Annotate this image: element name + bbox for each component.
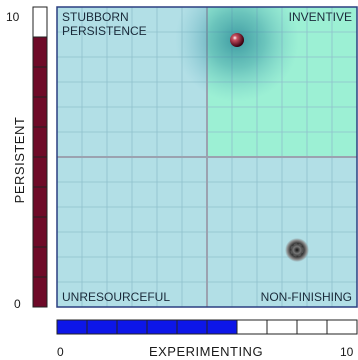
x-meter-segment	[236, 319, 268, 335]
x-meter-segment	[86, 319, 118, 335]
y-meter-segment	[32, 276, 48, 308]
x-tick-min: 0	[57, 345, 64, 359]
y-tick-min: 0	[14, 297, 21, 311]
x-meter	[56, 319, 358, 335]
quadrant-label-top-right: INVENTIVE	[289, 10, 352, 24]
x-meter-segment	[266, 319, 298, 335]
y-meter-segment	[32, 6, 48, 38]
quadrant-label-top-left: STUBBORN PERSISTENCE	[62, 10, 147, 38]
plot-frame	[56, 6, 358, 308]
x-meter-segment	[296, 319, 328, 335]
x-axis-label: EXPERIMENTING	[148, 344, 264, 359]
y-tick-max: 10	[6, 10, 20, 24]
x-meter-segment	[116, 319, 148, 335]
y-meter	[32, 6, 48, 308]
x-meter-segment	[176, 319, 208, 335]
y-meter-segment	[32, 186, 48, 218]
y-meter-segment	[32, 96, 48, 128]
y-meter-segment	[32, 246, 48, 278]
y-meter-segment	[32, 66, 48, 98]
y-meter-segment	[32, 126, 48, 158]
y-meter-segment	[32, 216, 48, 248]
x-meter-segment	[56, 319, 88, 335]
data-point	[285, 238, 309, 262]
x-meter-segment	[206, 319, 238, 335]
x-tick-max: 10	[340, 345, 354, 359]
data-point	[230, 33, 244, 47]
data-points	[230, 33, 309, 262]
x-meter-segment	[326, 319, 358, 335]
x-meter-segment	[146, 319, 178, 335]
quadrant-label-bottom-left: UNRESOURCEFUL	[62, 290, 170, 304]
data-point-ring	[290, 243, 304, 257]
y-meter-segment	[32, 156, 48, 188]
y-meter-segment	[32, 36, 48, 68]
quadrant-label-bottom-right: NON-FINISHING	[261, 290, 352, 304]
point-halo	[175, 7, 299, 102]
